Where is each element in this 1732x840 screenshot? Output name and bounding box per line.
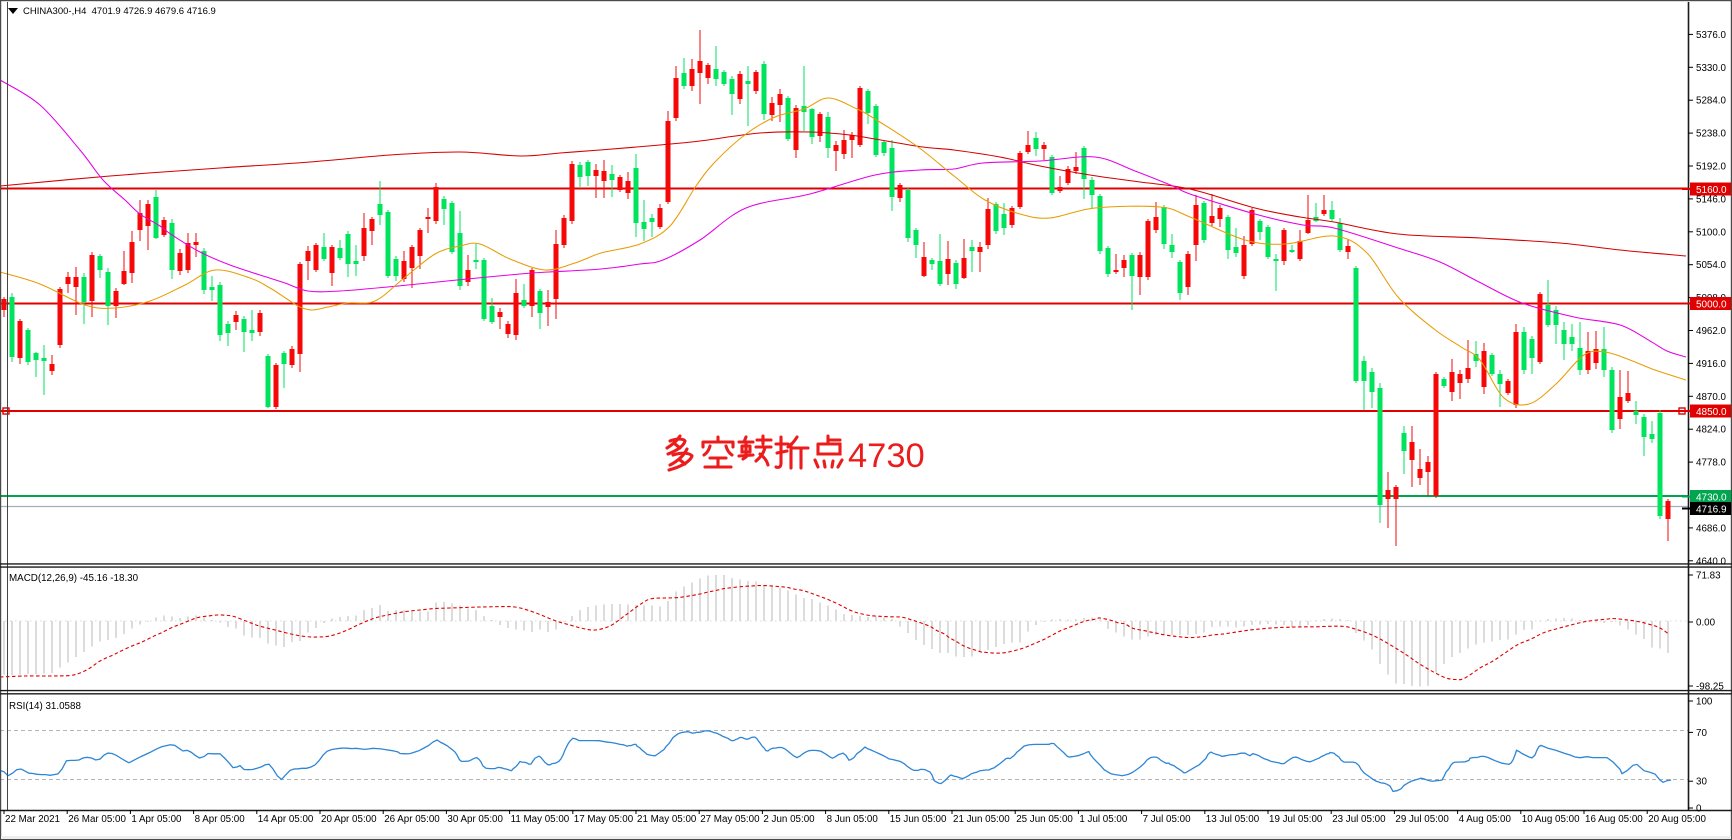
svg-text:4778.0: 4778.0 [1696, 458, 1727, 469]
svg-text:5376.0: 5376.0 [1696, 30, 1727, 41]
svg-text:30: 30 [1696, 777, 1707, 788]
svg-text:20 Aug 05:00: 20 Aug 05:00 [1648, 814, 1706, 825]
svg-text:30 Apr 05:00: 30 Apr 05:00 [447, 814, 503, 825]
svg-text:11 May 05:00: 11 May 05:00 [511, 814, 570, 825]
svg-text:0.00: 0.00 [1696, 618, 1716, 629]
svg-text:4850.0: 4850.0 [1696, 407, 1727, 418]
svg-text:10 Aug 05:00: 10 Aug 05:00 [1522, 814, 1580, 825]
svg-text:5160.0: 5160.0 [1696, 185, 1727, 196]
svg-text:4730: 4730 [848, 437, 925, 475]
svg-text:4716.9: 4716.9 [1696, 505, 1727, 516]
svg-text:-98.25: -98.25 [1696, 682, 1724, 693]
svg-text:1 Jul 05:00: 1 Jul 05:00 [1079, 814, 1127, 825]
svg-text:5330.0: 5330.0 [1696, 63, 1727, 74]
svg-text:8 Jun 05:00: 8 Jun 05:00 [827, 814, 879, 825]
svg-text:21 Jun 05:00: 21 Jun 05:00 [953, 814, 1010, 825]
svg-text:5146.0: 5146.0 [1696, 194, 1727, 205]
svg-text:5284.0: 5284.0 [1696, 96, 1727, 107]
svg-text:16 Aug 05:00: 16 Aug 05:00 [1585, 814, 1643, 825]
svg-text:70: 70 [1696, 728, 1707, 739]
svg-text:26 Apr 05:00: 26 Apr 05:00 [384, 814, 440, 825]
svg-text:23 Jul 05:00: 23 Jul 05:00 [1332, 814, 1386, 825]
svg-text:15 Jun 05:00: 15 Jun 05:00 [890, 814, 947, 825]
svg-text:7 Jul 05:00: 7 Jul 05:00 [1143, 814, 1191, 825]
svg-text:4640.0: 4640.0 [1696, 556, 1727, 567]
svg-text:5238.0: 5238.0 [1696, 129, 1727, 140]
svg-text:RSI(14) 31.0588: RSI(14) 31.0588 [9, 701, 81, 712]
svg-text:21 May 05:00: 21 May 05:00 [637, 814, 697, 825]
svg-text:8 Apr 05:00: 8 Apr 05:00 [195, 814, 246, 825]
svg-text:4730.0: 4730.0 [1696, 493, 1727, 504]
svg-text:5000.0: 5000.0 [1696, 300, 1727, 311]
svg-text:5054.0: 5054.0 [1696, 260, 1727, 271]
svg-text:0: 0 [1696, 804, 1702, 815]
svg-text:20 Apr 05:00: 20 Apr 05:00 [321, 814, 377, 825]
svg-text:CHINA300-,H4 4701.9 4726.9 46: CHINA300-,H4 4701.9 4726.9 4679.6 4716.9 [23, 6, 216, 17]
svg-text:4686.0: 4686.0 [1696, 523, 1727, 534]
svg-text:22 Mar 2021: 22 Mar 2021 [5, 814, 60, 825]
svg-text:1 Apr 05:00: 1 Apr 05:00 [131, 814, 182, 825]
svg-text:5192.0: 5192.0 [1696, 162, 1727, 173]
svg-text:4962.0: 4962.0 [1696, 326, 1727, 337]
svg-text:4916.0: 4916.0 [1696, 359, 1727, 370]
svg-text:27 May 05:00: 27 May 05:00 [700, 814, 760, 825]
svg-text:14 Apr 05:00: 14 Apr 05:00 [258, 814, 314, 825]
svg-text:2 Jun 05:00: 2 Jun 05:00 [763, 814, 815, 825]
svg-text:4824.0: 4824.0 [1696, 425, 1727, 436]
svg-text:26 Mar 05:00: 26 Mar 05:00 [68, 814, 126, 825]
svg-text:17 May 05:00: 17 May 05:00 [574, 814, 634, 825]
svg-text:4870.0: 4870.0 [1696, 392, 1727, 403]
svg-text:25 Jun 05:00: 25 Jun 05:00 [1016, 814, 1073, 825]
svg-text:MACD(12,26,9) -45.16 -18.30: MACD(12,26,9) -45.16 -18.30 [9, 573, 139, 584]
svg-text:71.83: 71.83 [1696, 571, 1721, 582]
svg-text:29 Jul 05:00: 29 Jul 05:00 [1395, 814, 1449, 825]
svg-text:4 Aug 05:00: 4 Aug 05:00 [1459, 814, 1512, 825]
svg-text:13 Jul 05:00: 13 Jul 05:00 [1206, 814, 1260, 825]
svg-text:19 Jul 05:00: 19 Jul 05:00 [1269, 814, 1323, 825]
svg-text:5100.0: 5100.0 [1696, 227, 1727, 238]
svg-text:100: 100 [1696, 697, 1713, 708]
